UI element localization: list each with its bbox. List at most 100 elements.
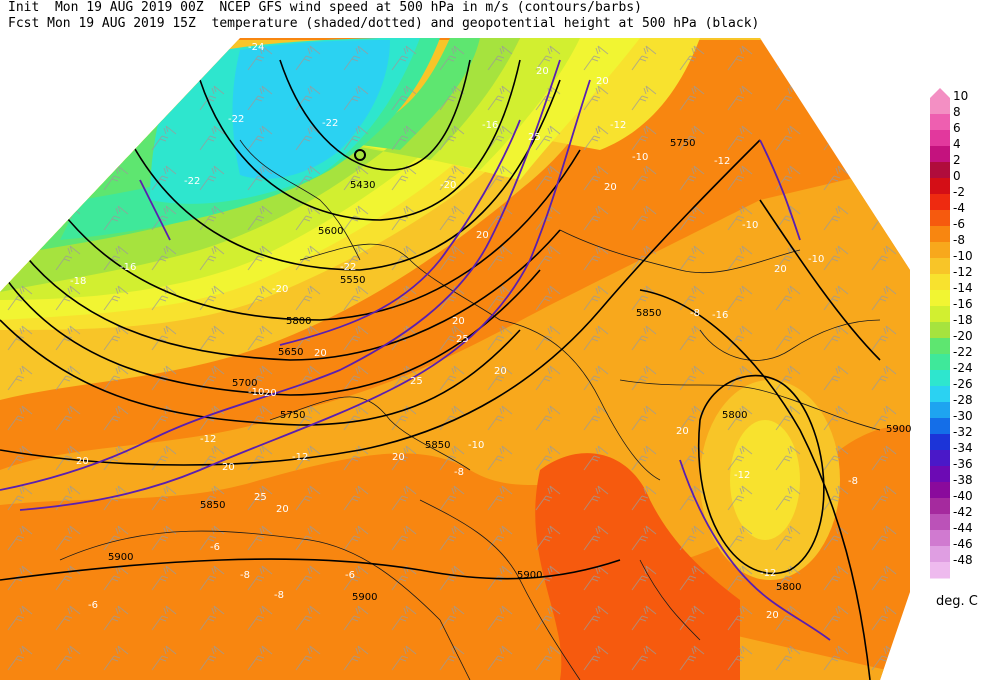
- colorbar-tick-label: -6: [953, 217, 965, 231]
- colorbar-swatch: [930, 146, 950, 163]
- colorbar-swatch: [930, 482, 950, 499]
- wind-label: 25: [254, 492, 267, 503]
- colorbar-swatch: [930, 306, 950, 323]
- wind-label: 20: [452, 316, 465, 327]
- low-center-marker: [354, 149, 366, 161]
- temp-label: -22: [340, 262, 356, 273]
- colorbar-swatch: [930, 402, 950, 419]
- colorbar-swatch: [930, 258, 950, 275]
- temp-label: -22: [322, 118, 338, 129]
- colorbar-swatch: [930, 194, 950, 211]
- temp-label: -8: [240, 570, 250, 581]
- height-labels: 5430 5600 5550 5800 5650 5700 5750 5850 …: [108, 138, 911, 603]
- temp-label: -20: [272, 284, 288, 295]
- colorbar-tick-label: -46: [953, 537, 973, 551]
- temp-label: -6: [345, 570, 355, 581]
- wind-barbs: [0, 38, 910, 680]
- wind-label: 20: [314, 348, 327, 359]
- colorbar-tick-label: -36: [953, 457, 973, 471]
- colorbar-swatch: [930, 434, 950, 451]
- header-forecast-line: Fcst Mon 19 AUG 2019 15Z temperature (sh…: [8, 16, 760, 31]
- wind-label: 20: [76, 456, 89, 467]
- colorbar-swatch: [930, 98, 950, 115]
- wind-label: 20: [264, 388, 277, 399]
- wind-label: 20: [276, 504, 289, 515]
- colorbar-swatch: [930, 354, 950, 371]
- colorbar-tick-label: -48: [953, 553, 973, 567]
- wind-label: 20: [676, 426, 689, 437]
- height-label: 5900: [517, 570, 542, 581]
- temp-label: -22: [228, 114, 244, 125]
- temp-label: -12: [734, 470, 750, 481]
- height-label: 5600: [318, 226, 343, 237]
- colorbar-tick-label: 2: [953, 153, 961, 167]
- colorbar-swatch: [930, 162, 950, 179]
- temp-label: -8: [690, 308, 700, 319]
- colorbar-tick-label: -38: [953, 473, 973, 487]
- temp-label: -18: [70, 276, 86, 287]
- height-label: 5550: [340, 275, 365, 286]
- temperature-labels: -24 -22 -22 -22 -20 -18 -16 -22 -20 -16 …: [70, 42, 858, 611]
- colorbar-tick-label: -42: [953, 505, 973, 519]
- colorbar-swatch: [930, 498, 950, 515]
- wind-label: 20: [494, 366, 507, 377]
- colorbar-tick-label: -20: [953, 329, 973, 343]
- colorbar-tick-label: 6: [953, 121, 961, 135]
- height-label: 5800: [722, 410, 747, 421]
- colorbar-tick-label: -10: [953, 249, 973, 263]
- wind-label: 20: [596, 76, 609, 87]
- temp-label: -10: [808, 254, 824, 265]
- colorbar-swatch: [930, 242, 950, 259]
- wind-label: 20: [476, 230, 489, 241]
- temp-label: -12: [714, 156, 730, 167]
- colorbar-swatch: [930, 466, 950, 483]
- colorbar-units: deg. C: [936, 594, 978, 609]
- wind-label: 20: [222, 462, 235, 473]
- colorbar-swatch: [930, 562, 950, 579]
- temp-label: -6: [88, 600, 98, 611]
- colorbar-arrow: [930, 88, 950, 98]
- colorbar-swatch: [930, 370, 950, 387]
- header-init-line: Init Mon 19 AUG 2019 00Z NCEP GFS wind s…: [8, 0, 642, 15]
- wind-label: 20: [536, 66, 549, 77]
- wind-label: 25: [456, 334, 469, 345]
- colorbar-swatch: [930, 178, 950, 195]
- temp-label: -6: [210, 542, 220, 553]
- height-label: 5800: [286, 316, 311, 327]
- colorbar-tick-label: -40: [953, 489, 973, 503]
- height-label: 5900: [886, 424, 911, 435]
- weather-map: 5430 5600 5550 5800 5650 5700 5750 5850 …: [0, 38, 911, 680]
- temp-label: -8: [274, 590, 284, 601]
- colorbar-tick-label: -14: [953, 281, 973, 295]
- colorbar-tick-label: -34: [953, 441, 973, 455]
- temperature-colorbar: [930, 88, 950, 579]
- colorbar-swatch: [930, 130, 950, 147]
- colorbar-tick-label: -26: [953, 377, 973, 391]
- temp-label: -10: [742, 220, 758, 231]
- colorbar-tick-label: -32: [953, 425, 973, 439]
- colorbar-tick-label: -28: [953, 393, 973, 407]
- colorbar-swatch: [930, 530, 950, 547]
- height-label: 5850: [200, 500, 225, 511]
- height-label: 5750: [280, 410, 305, 421]
- colorbar-swatch: [930, 290, 950, 307]
- colorbar-swatch: [930, 210, 950, 227]
- colorbar-tick-label: 0: [953, 169, 961, 183]
- temp-label: -10: [468, 440, 484, 451]
- colorbar-tick-label: -44: [953, 521, 973, 535]
- colorbar-swatch: [930, 114, 950, 131]
- wind-label: 20: [774, 264, 787, 275]
- colorbar-tick-label: 10: [953, 89, 969, 103]
- temp-label: -12: [292, 452, 308, 463]
- colorbar-swatch: [930, 450, 950, 467]
- height-label: 5900: [352, 592, 377, 603]
- height-label: 5750: [670, 138, 695, 149]
- colorbar-swatch: [930, 546, 950, 563]
- colorbar-swatch: [930, 418, 950, 435]
- height-label: 5900: [108, 552, 133, 563]
- temp-label: -8: [454, 467, 464, 478]
- temp-label: -8: [848, 476, 858, 487]
- colorbar-tick-label: 4: [953, 137, 961, 151]
- colorbar-tick-label: 8: [953, 105, 961, 119]
- wind-label: 25: [410, 376, 423, 387]
